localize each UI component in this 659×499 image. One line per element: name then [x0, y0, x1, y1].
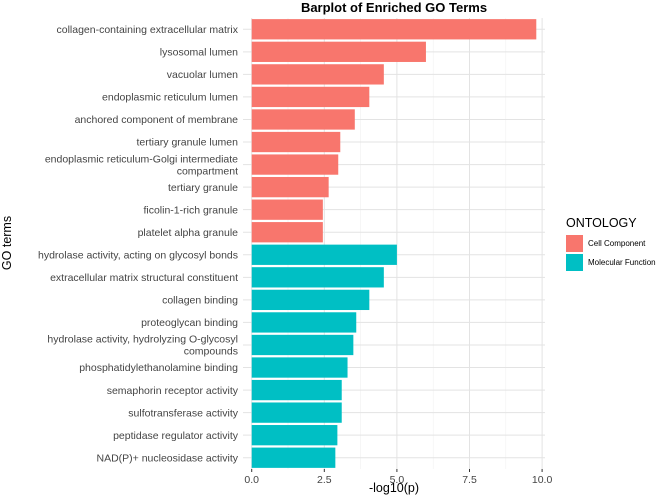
- bars: [251, 19, 537, 468]
- category-label-line: extracellular matrix structural constitu…: [50, 272, 238, 284]
- category-label: ficolin-1-rich granule: [143, 204, 238, 216]
- x-tick-label: 5.0: [390, 474, 405, 486]
- category-label: extracellular matrix structural constitu…: [50, 272, 238, 284]
- bar: [251, 379, 342, 401]
- bar: [251, 447, 336, 468]
- y-axis-title: GO terms: [0, 216, 14, 270]
- x-axis-title: -log10(p): [369, 481, 419, 495]
- category-label: collagen-containing extracellular matrix: [56, 24, 238, 36]
- category-label: sulfotransferase activity: [128, 407, 238, 419]
- bar: [251, 64, 384, 85]
- bar: [251, 425, 338, 446]
- x-tick-label: 2.5: [317, 474, 332, 486]
- bar: [251, 176, 329, 198]
- x-tick-label: 7.5: [462, 474, 477, 486]
- category-label-line: peptidase regulator activity: [113, 430, 239, 442]
- category-label: phosphatidylethanolamine binding: [79, 362, 238, 374]
- category-label-line: compounds: [184, 346, 238, 358]
- category-label-line: anchored component of membrane: [75, 114, 239, 126]
- bar: [251, 244, 397, 265]
- category-label-line: tertiary granule: [168, 182, 238, 194]
- legend-label-molecular-function: Molecular Function: [588, 258, 656, 267]
- category-label-line: NAD(P)+ nucleosidase activity: [96, 452, 238, 464]
- category-label: semaphorin receptor activity: [107, 385, 239, 397]
- legend-swatch-cell-component: [566, 235, 583, 252]
- category-label-line: semaphorin receptor activity: [107, 385, 239, 397]
- category-label-line: platelet alpha granule: [138, 227, 239, 239]
- category-label-line: ficolin-1-rich granule: [143, 204, 238, 216]
- x-axis-ticks: 0.0 2.5 5.0 7.5 10.0: [244, 469, 552, 486]
- category-label-line: phosphatidylethanolamine binding: [79, 362, 238, 374]
- legend-title: ONTOLOGY: [566, 216, 637, 230]
- category-label-line: collagen-containing extracellular matrix: [56, 24, 238, 36]
- category-label: NAD(P)+ nucleosidase activity: [96, 452, 238, 464]
- category-label: lysosomal lumen: [160, 47, 238, 59]
- x-tick-label: 10.0: [532, 474, 553, 486]
- category-label: platelet alpha granule: [138, 227, 239, 239]
- category-label: hydrolase activity, hydrolyzing O-glycos…: [47, 334, 238, 358]
- category-label-line: sulfotransferase activity: [128, 407, 238, 419]
- category-label-line: collagen binding: [162, 295, 238, 307]
- legend-label-cell-component: Cell Component: [588, 239, 646, 248]
- category-label-line: tertiary granule lumen: [136, 137, 238, 149]
- category-label: hydrolase activity, acting on glycosyl b…: [38, 249, 238, 261]
- bar: [251, 402, 342, 423]
- category-label-line: compartment: [177, 165, 238, 177]
- x-tick-label: 0.0: [244, 474, 259, 486]
- category-label-line: hydrolase activity, acting on glycosyl b…: [38, 249, 238, 261]
- bar: [251, 199, 323, 220]
- category-label: tertiary granule: [168, 182, 238, 194]
- category-label-line: endoplasmic reticulum lumen: [102, 92, 238, 104]
- bar: [251, 334, 354, 356]
- bar: [251, 109, 355, 130]
- bar: [251, 41, 426, 62]
- category-label-line: hydrolase activity, hydrolyzing O-glycos…: [47, 334, 238, 346]
- category-labels: collagen-containing extracellular matrix…: [38, 24, 239, 464]
- category-label: collagen binding: [162, 295, 238, 307]
- bar: [251, 222, 323, 243]
- category-label: anchored component of membrane: [75, 114, 239, 126]
- bar: [251, 86, 370, 108]
- legend-swatch-molecular-function: [566, 254, 583, 271]
- category-label-line: vacuolar lumen: [167, 69, 238, 81]
- category-label-line: lysosomal lumen: [160, 47, 238, 59]
- category-label: endoplasmic reticulum lumen: [102, 92, 238, 104]
- category-label-line: proteoglycan binding: [141, 317, 238, 329]
- category-label: vacuolar lumen: [167, 69, 238, 81]
- category-label: peptidase regulator activity: [113, 430, 239, 442]
- chart-title: Barplot of Enriched GO Terms: [301, 0, 487, 15]
- category-label: tertiary granule lumen: [136, 137, 238, 149]
- category-label: endoplasmic reticulum-Golgi intermediate…: [45, 153, 238, 177]
- bar: [251, 131, 341, 153]
- bar: [251, 267, 384, 288]
- category-label: proteoglycan binding: [141, 317, 238, 329]
- bar: [251, 312, 357, 333]
- bar: [251, 154, 339, 175]
- category-label-line: endoplasmic reticulum-Golgi intermediate: [45, 153, 238, 165]
- bar: [251, 289, 370, 311]
- bar: [251, 19, 537, 40]
- bar: [251, 357, 348, 378]
- legend: ONTOLOGY Cell Component Molecular Functi…: [566, 216, 656, 271]
